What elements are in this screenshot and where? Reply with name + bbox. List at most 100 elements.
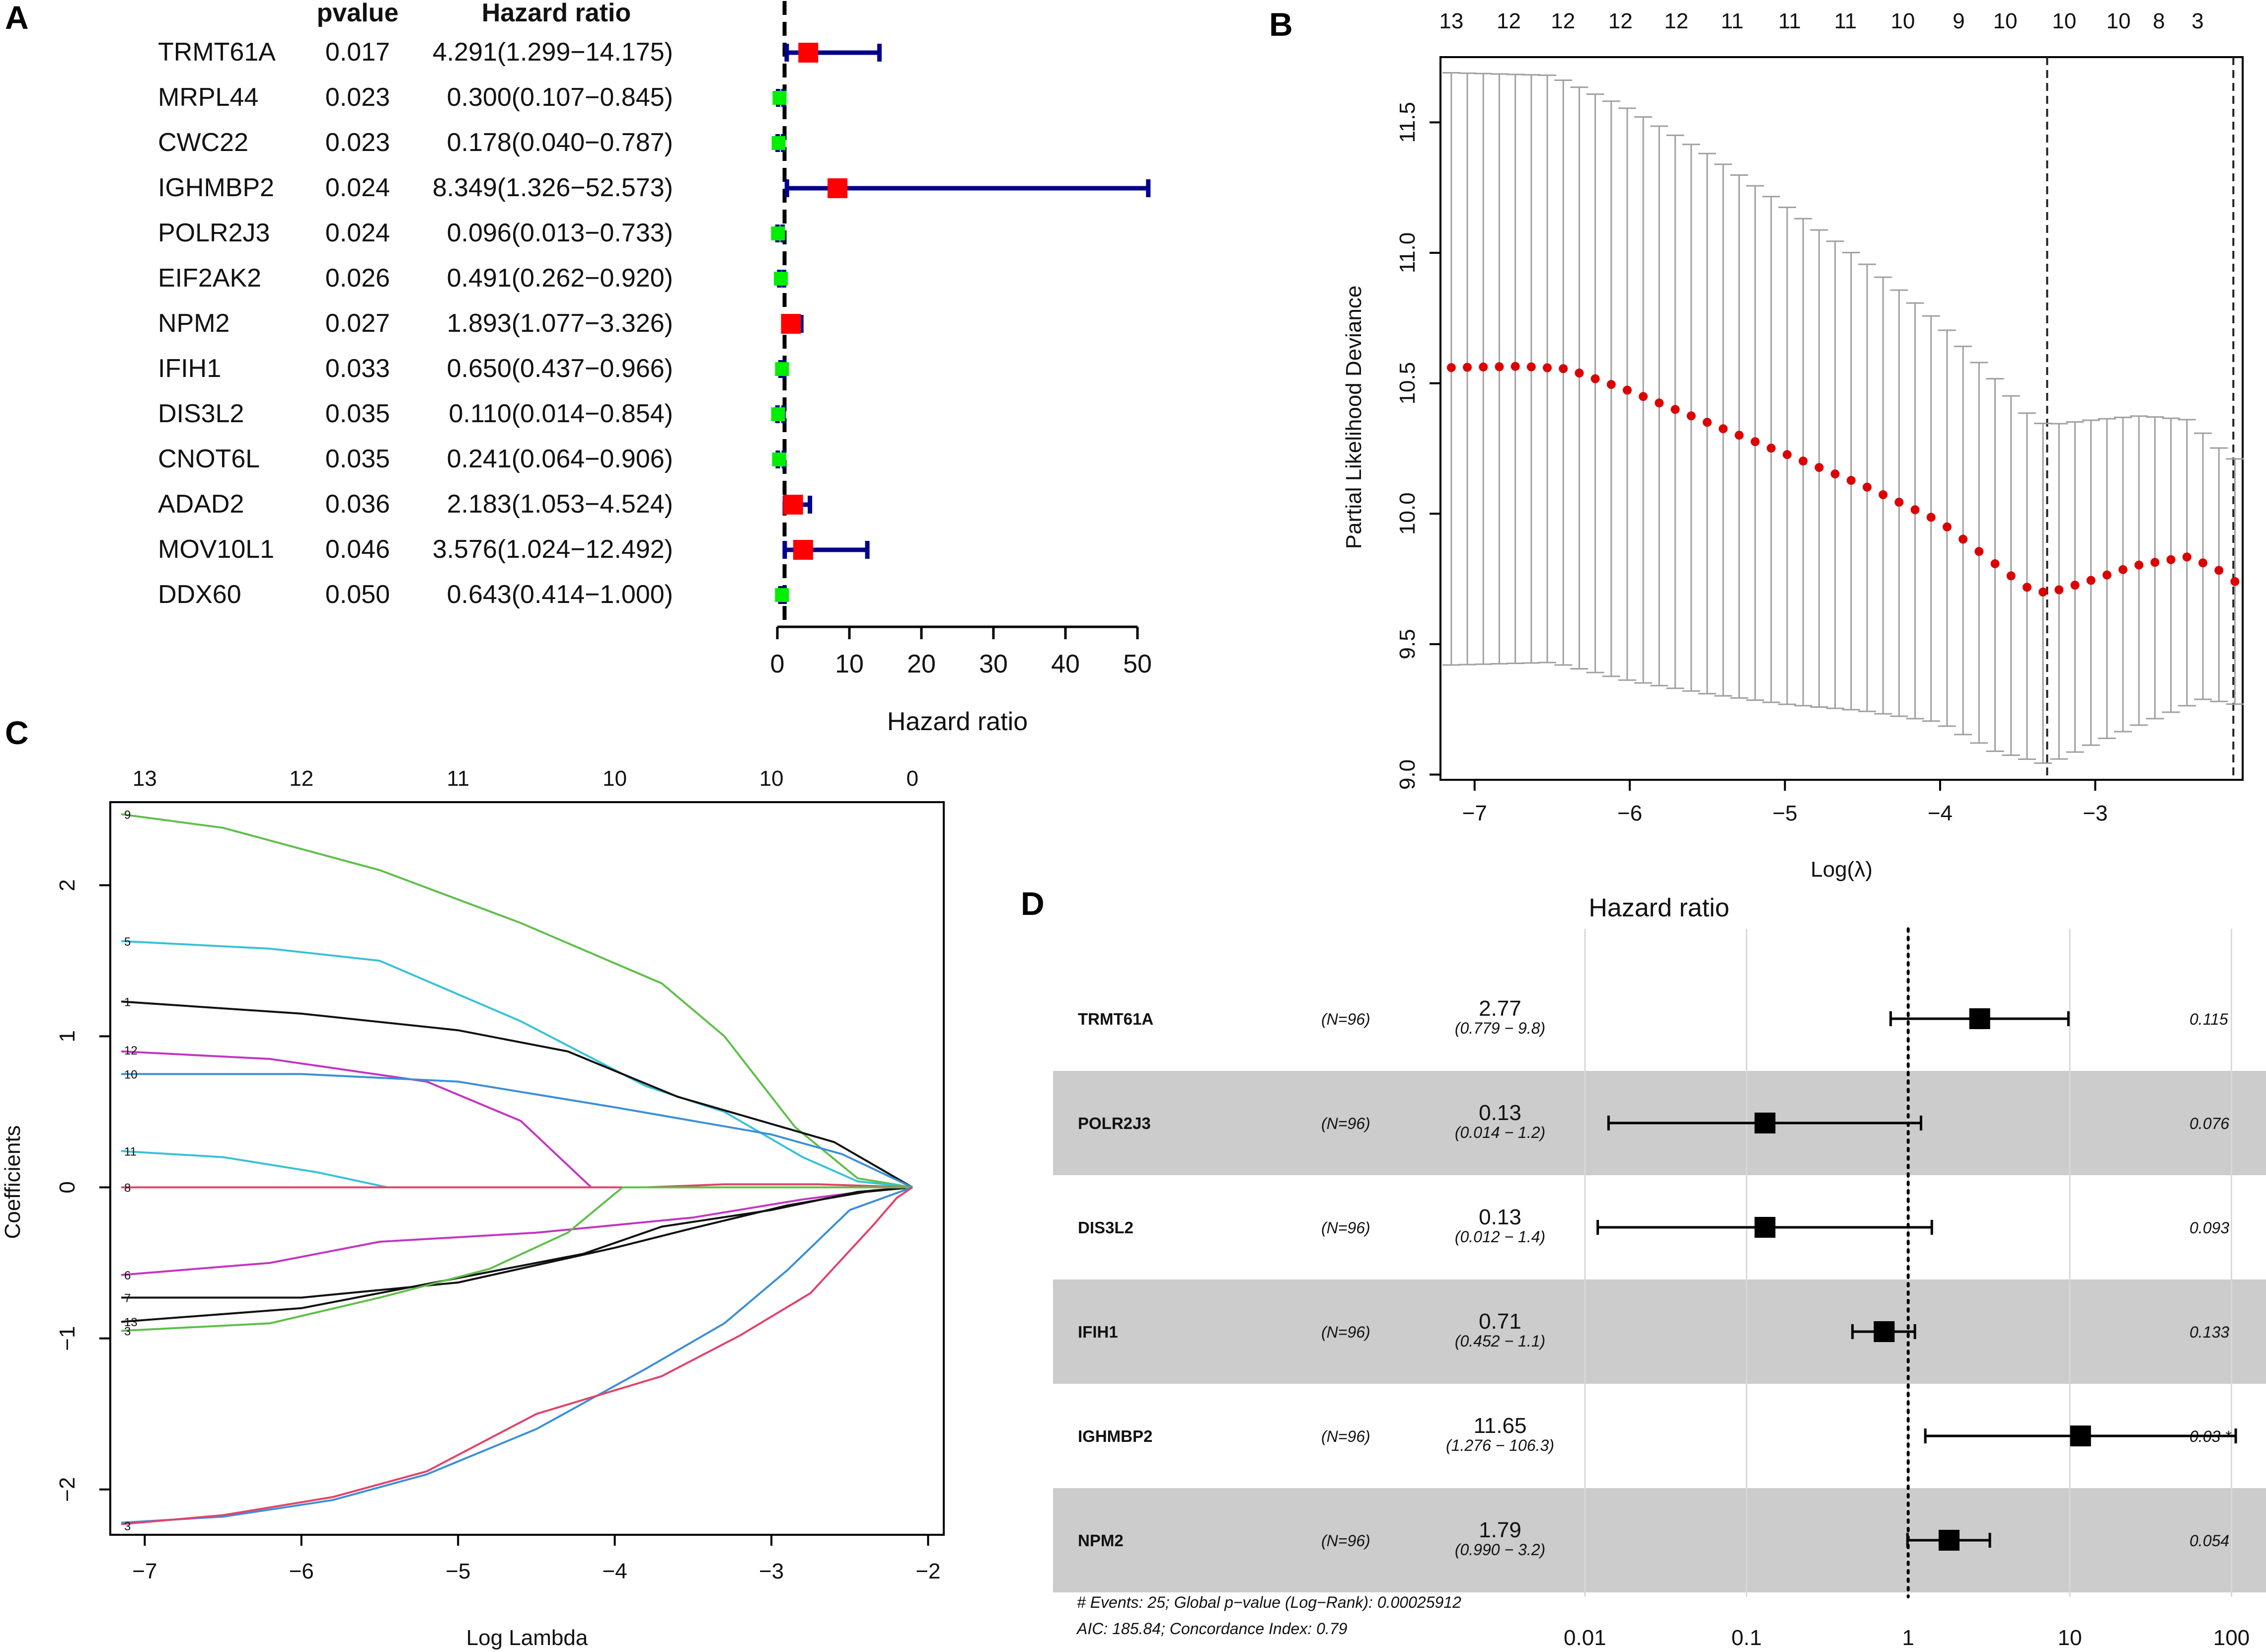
coefficient-path-9 — [121, 813, 913, 1189]
hazard-ratio-marker — [775, 362, 789, 376]
hazard-ratio-marker — [793, 540, 813, 560]
deviance-point — [1766, 444, 1776, 453]
hazard-ratio-header: Hazard ratio — [482, 0, 631, 27]
pvalue-value: 0.046 — [325, 535, 390, 564]
ci-range: (0.014 − 1.2) — [1455, 1124, 1545, 1141]
footer-events: # Events: 25; Global p−value (Log−Rank):… — [1077, 1593, 1461, 1611]
pvalue-value: 0.027 — [325, 309, 390, 338]
sample-size: (N=96) — [1321, 1010, 1370, 1028]
gene-label: DDX60 — [158, 580, 241, 609]
hazard-ratio-text: 0.096(0.013−0.733) — [447, 219, 673, 247]
deviance-point — [2086, 576, 2096, 585]
x-tick-label: 10 — [2058, 1626, 2082, 1650]
gene-label: POLR2J3 — [158, 219, 270, 247]
gene-label: TRMT61A — [1078, 1010, 1153, 1028]
y-tick-label: 0 — [55, 1181, 79, 1193]
path-index-label: 5 — [124, 935, 131, 949]
sample-size: (N=96) — [1321, 1532, 1370, 1550]
deviance-point — [1479, 362, 1488, 372]
deviance-point — [2166, 555, 2176, 564]
deviance-point — [2150, 558, 2160, 567]
top-axis-label: 11 — [1721, 9, 1743, 33]
panel-label-b: B — [1269, 6, 1293, 43]
hazard-ratio-marker — [772, 452, 786, 466]
top-axis-label: 10 — [2107, 9, 2131, 33]
row-shading — [1053, 1279, 2266, 1384]
deviance-point — [2102, 570, 2112, 580]
coefficient-path-7 — [121, 1186, 913, 1299]
panel-label-c: C — [5, 714, 29, 751]
path-index-label: 12 — [124, 1044, 138, 1057]
path-index-label: 9 — [124, 808, 131, 822]
coefficient-path-1 — [121, 1000, 913, 1189]
p-value: 0.054 — [2190, 1532, 2229, 1550]
y-tick-label: −2 — [55, 1477, 79, 1502]
plot-frame — [109, 801, 945, 1536]
x-tick-label: 0.01 — [1564, 1626, 1606, 1650]
x-tick-label: −5 — [446, 1559, 470, 1583]
hazard-ratio-marker — [828, 178, 848, 198]
deviance-point — [1639, 392, 1648, 401]
x-tick-label: 50 — [1123, 650, 1152, 678]
forest-title: Hazard ratio — [1588, 894, 1729, 922]
deviance-point — [1799, 456, 1808, 466]
y-tick-label: 10.0 — [1395, 492, 1420, 535]
coefficient-path-13 — [121, 1186, 913, 1323]
deviance-point — [1670, 405, 1680, 414]
deviance-point — [1446, 363, 1456, 373]
deviance-point — [1959, 534, 1968, 544]
top-axis-label: 9 — [1953, 9, 1964, 33]
top-axis-label: 12 — [1664, 9, 1688, 33]
x-tick-label: −6 — [1617, 801, 1642, 826]
deviance-point — [1846, 476, 1856, 485]
gene-label: IFIH1 — [1078, 1323, 1118, 1341]
deviance-point — [1655, 398, 1664, 408]
deviance-point — [2054, 585, 2064, 595]
x-tick-label: −3 — [2083, 801, 2108, 826]
deviance-point — [1511, 362, 1520, 371]
path-index-label: 11 — [124, 1145, 137, 1159]
gene-label: EIF2AK2 — [158, 264, 261, 293]
x-tick-label: 100 — [2213, 1626, 2250, 1650]
ci-range: (0.779 − 9.8) — [1455, 1019, 1545, 1037]
hazard-ratio-marker — [1874, 1321, 1895, 1342]
hazard-ratio-text: 0.241(0.064−0.906) — [447, 445, 673, 473]
deviance-point — [1862, 482, 1872, 492]
pvalue-value: 0.017 — [325, 38, 390, 67]
path-index-label: 3 — [124, 1325, 131, 1338]
deviance-point — [1879, 490, 1888, 499]
x-tick-label: 10 — [835, 650, 864, 678]
y-tick-label: 9.5 — [1395, 629, 1420, 659]
p-value: 0.133 — [2190, 1323, 2229, 1341]
hazard-ratio-text: 0.300(0.107−0.845) — [447, 83, 673, 112]
pvalue-value: 0.023 — [325, 83, 390, 112]
pvalue-value: 0.033 — [325, 354, 390, 383]
deviance-point — [1719, 424, 1728, 434]
deviance-point — [1974, 547, 1984, 556]
top-axis-label: 8 — [2153, 9, 2165, 33]
deviance-point — [1830, 469, 1840, 479]
y-tick-label: −1 — [55, 1326, 79, 1351]
top-axis-label: 13 — [133, 766, 157, 791]
deviance-point — [2070, 581, 2080, 590]
gene-label: NPM2 — [1078, 1531, 1124, 1550]
gene-label: POLR2J3 — [1078, 1114, 1151, 1132]
gene-label: DIS3L2 — [1078, 1218, 1133, 1237]
hazard-ratio-marker — [771, 407, 785, 421]
deviance-point — [1686, 411, 1696, 421]
gene-label: CWC22 — [158, 128, 248, 157]
top-axis-label: 10 — [1890, 9, 1915, 33]
deviance-point — [1495, 362, 1504, 372]
path-index-label: 3 — [124, 1520, 131, 1533]
x-tick-label: −4 — [1928, 801, 1953, 826]
gene-label: DIS3L2 — [158, 399, 244, 428]
gene-label: NPM2 — [158, 309, 229, 338]
hazard-ratio-marker — [783, 495, 803, 515]
top-axis-label: 11 — [1778, 9, 1801, 33]
hazard-ratio-marker — [772, 91, 787, 105]
pvalue-value: 0.036 — [325, 490, 390, 519]
top-axis-label: 12 — [1497, 9, 1521, 33]
top-axis-label: 12 — [1551, 9, 1575, 33]
